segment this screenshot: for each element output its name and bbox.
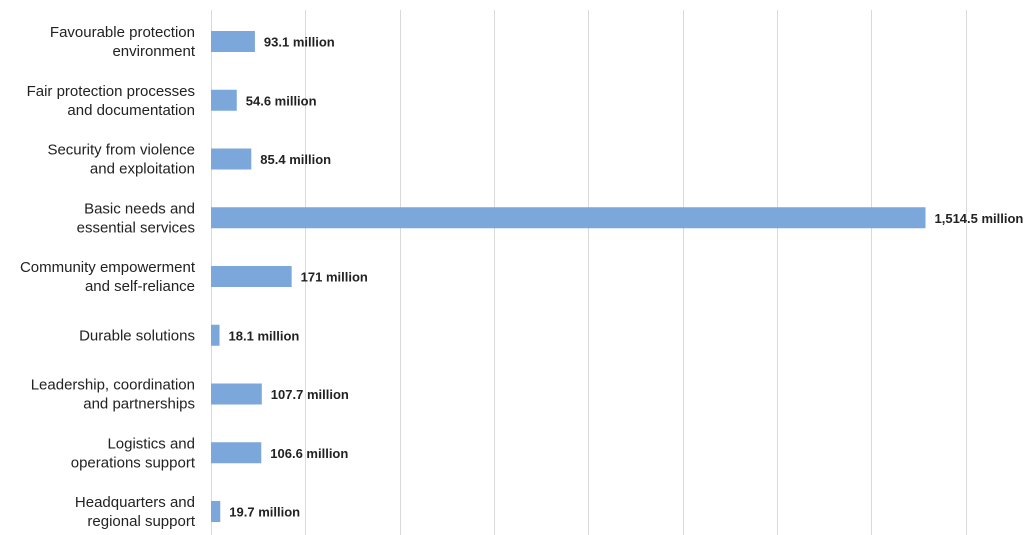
data-label: 171 million xyxy=(301,270,368,285)
bar xyxy=(211,148,252,170)
bar xyxy=(211,207,926,229)
data-label: 54.6 million xyxy=(246,93,317,108)
bar-series xyxy=(211,31,926,522)
data-label: 106.6 million xyxy=(270,446,348,461)
category-label: Community empowerment xyxy=(20,259,196,276)
category-label: Basic needs and xyxy=(84,200,195,217)
category-label: Fair protection processes xyxy=(27,83,195,100)
category-label: Headquarters and xyxy=(75,494,195,511)
gridlines xyxy=(211,10,967,535)
category-label: regional support xyxy=(87,513,195,530)
bar xyxy=(211,442,262,464)
category-label: Durable solutions xyxy=(79,327,195,344)
category-label: and exploitation xyxy=(90,161,195,178)
category-label: Logistics and xyxy=(107,435,195,452)
bar xyxy=(211,31,255,52)
data-label: 85.4 million xyxy=(260,152,331,167)
bar xyxy=(211,383,262,405)
data-label: 18.1 million xyxy=(229,328,300,343)
data-label: 93.1 million xyxy=(264,35,335,50)
category-label: essential services xyxy=(77,219,195,236)
data-labels: 93.1 million 54.6 million 85.4 million 1,51… xyxy=(229,35,1024,520)
category-label: Security from violence xyxy=(47,142,195,159)
bar xyxy=(211,324,220,346)
data-label: 19.7 million xyxy=(229,505,300,520)
category-label: environment xyxy=(112,43,195,60)
category-label: Favourable protection xyxy=(50,24,195,41)
category-label: and self-reliance xyxy=(85,278,195,295)
bar xyxy=(211,501,221,522)
category-label: and partnerships xyxy=(83,396,195,413)
bar xyxy=(211,266,292,287)
category-label: operations support xyxy=(71,454,196,471)
category-labels: Favourable protection environment Fair pro… xyxy=(20,24,196,530)
data-label: 107.7 million xyxy=(271,387,349,402)
data-label: 1,514.5 million xyxy=(935,211,1024,226)
category-label: and documentation xyxy=(67,102,195,119)
bar xyxy=(211,89,237,111)
category-label: Leadership, coordination xyxy=(31,377,195,394)
